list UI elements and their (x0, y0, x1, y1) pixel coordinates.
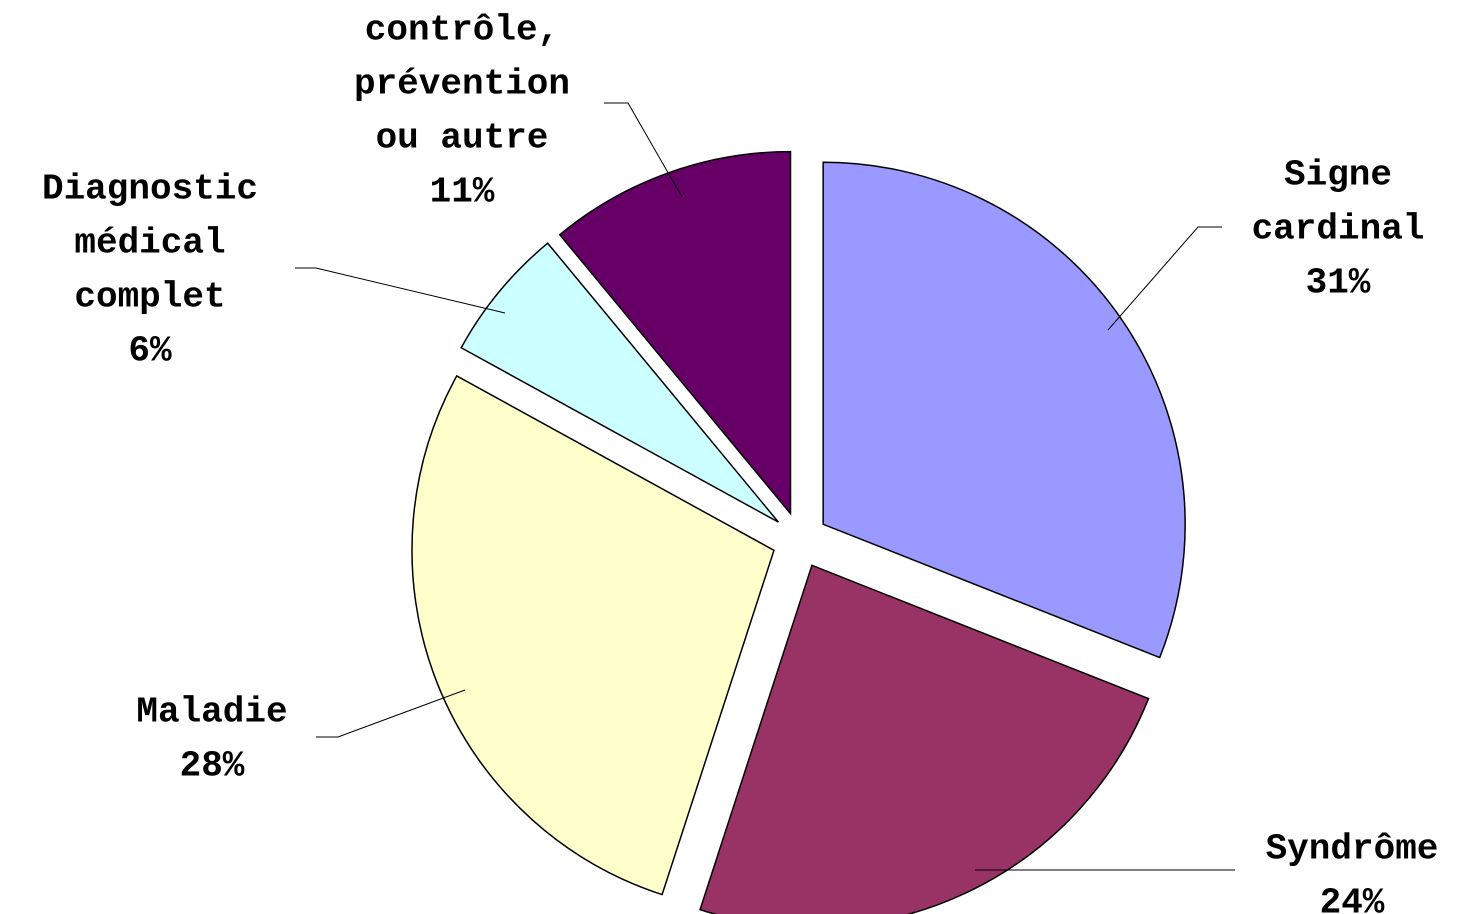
slice-category-label: médical (74, 223, 225, 264)
slice-category-label: Syndrôme (1266, 829, 1439, 870)
pie-slice-4 (460, 242, 780, 523)
slice-category-label: prévention (354, 64, 570, 105)
slice-category-label: cardinal (1252, 209, 1425, 250)
slice-label-1: Signe cardinal 31% (1252, 155, 1425, 304)
leader-lines (295, 102, 1235, 871)
slice-category-label: contrôle, (365, 10, 559, 51)
slice-percent-label: 11% (430, 172, 495, 213)
slice-category-label: Signe (1284, 155, 1392, 196)
slice-percent-label: 24% (1320, 883, 1385, 914)
slice-percent-label: 28% (180, 746, 245, 787)
slice-label-3: Maladie 28% (136, 692, 287, 787)
leader-line-4 (295, 267, 506, 314)
slice-percent-label: 6% (128, 331, 172, 372)
slice-category-label: Diagnostic (42, 169, 258, 210)
slice-percent-label: 31% (1306, 263, 1371, 304)
leader-line-5 (604, 102, 683, 198)
slice-label-5: contrôle, prévention ou autre 11% (354, 10, 570, 213)
pie-slices (411, 150, 1186, 914)
slice-category-label: Maladie (136, 692, 287, 733)
leader-line-3 (316, 689, 466, 738)
leader-line-1 (1107, 226, 1222, 331)
slice-label-2: Syndrôme 24% (1266, 829, 1439, 914)
slice-category-label: ou autre (376, 118, 549, 159)
slice-label-4: Diagnostic médical complet 6% (42, 169, 258, 372)
slice-labels: Signe cardinal 31% Syndrôme 24% Maladie 28% Dia… (42, 10, 1438, 914)
slice-category-label: complet (74, 277, 225, 318)
pie-slice-3 (411, 374, 775, 896)
pie-slice-1 (822, 161, 1186, 659)
pie-slice-2 (699, 564, 1150, 914)
